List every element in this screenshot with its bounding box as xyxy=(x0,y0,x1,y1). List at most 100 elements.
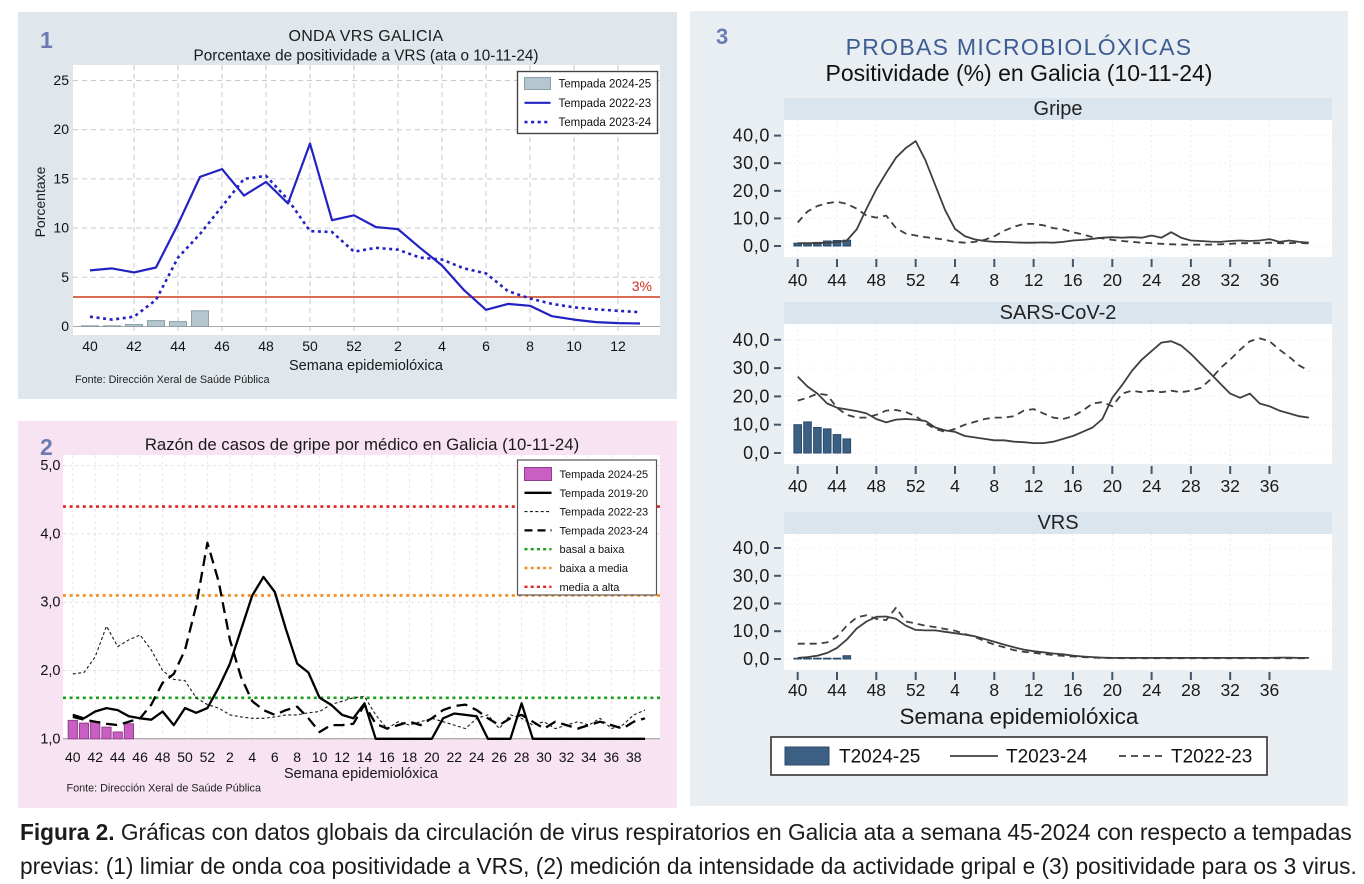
svg-text:40,0: 40,0 xyxy=(733,126,770,146)
svg-text:14: 14 xyxy=(357,749,373,765)
svg-text:10,0: 10,0 xyxy=(733,208,770,228)
svg-text:40: 40 xyxy=(788,270,808,290)
svg-text:Tempada 2024-25: Tempada 2024-25 xyxy=(560,469,649,481)
svg-text:40: 40 xyxy=(788,476,808,496)
svg-text:24: 24 xyxy=(469,749,485,765)
svg-text:40: 40 xyxy=(65,749,81,765)
svg-text:28: 28 xyxy=(1181,680,1200,700)
svg-text:Tempada 2024-25: Tempada 2024-25 xyxy=(559,79,652,91)
svg-text:18: 18 xyxy=(402,749,418,765)
svg-text:10,0: 10,0 xyxy=(733,621,770,641)
svg-text:36: 36 xyxy=(1260,270,1279,290)
svg-text:16: 16 xyxy=(1063,680,1082,700)
svg-text:32: 32 xyxy=(1220,476,1239,496)
svg-text:20,0: 20,0 xyxy=(733,594,770,614)
svg-text:16: 16 xyxy=(379,749,395,765)
svg-text:20: 20 xyxy=(53,121,69,137)
svg-text:10: 10 xyxy=(566,338,582,354)
svg-text:48: 48 xyxy=(867,476,886,496)
svg-text:52: 52 xyxy=(906,680,925,700)
svg-text:48: 48 xyxy=(867,270,886,290)
svg-text:10,0: 10,0 xyxy=(733,415,770,435)
svg-text:46: 46 xyxy=(214,338,230,354)
svg-text:12: 12 xyxy=(610,338,626,354)
svg-text:44: 44 xyxy=(110,749,126,765)
svg-text:48: 48 xyxy=(258,338,274,354)
svg-text:8: 8 xyxy=(526,338,534,354)
svg-text:1,0: 1,0 xyxy=(40,731,60,747)
svg-text:2: 2 xyxy=(226,749,234,765)
svg-text:Semana epidemiolóxica: Semana epidemiolóxica xyxy=(900,704,1139,729)
svg-text:0,0: 0,0 xyxy=(743,236,770,256)
svg-text:6: 6 xyxy=(271,749,279,765)
svg-text:25: 25 xyxy=(53,72,69,88)
svg-text:2: 2 xyxy=(394,338,402,354)
svg-text:50: 50 xyxy=(177,749,193,765)
svg-text:24: 24 xyxy=(1142,476,1162,496)
svg-text:30,0: 30,0 xyxy=(733,358,770,378)
svg-text:4: 4 xyxy=(438,338,446,354)
svg-text:52: 52 xyxy=(346,338,362,354)
svg-text:44: 44 xyxy=(827,476,847,496)
svg-text:52: 52 xyxy=(200,749,216,765)
svg-text:0,0: 0,0 xyxy=(743,443,770,463)
svg-text:10: 10 xyxy=(312,749,328,765)
svg-text:48: 48 xyxy=(155,749,171,765)
svg-text:16: 16 xyxy=(1063,476,1082,496)
svg-text:4,0: 4,0 xyxy=(40,526,60,542)
svg-text:1: 1 xyxy=(40,27,53,53)
svg-text:32: 32 xyxy=(1220,680,1239,700)
svg-text:0,0: 0,0 xyxy=(743,649,770,669)
svg-text:44: 44 xyxy=(827,270,847,290)
svg-text:2: 2 xyxy=(40,434,53,460)
svg-text:8: 8 xyxy=(293,749,301,765)
svg-text:12: 12 xyxy=(1024,476,1043,496)
svg-text:24: 24 xyxy=(1142,680,1162,700)
svg-text:44: 44 xyxy=(827,680,847,700)
svg-text:48: 48 xyxy=(867,680,886,700)
svg-text:3%: 3% xyxy=(632,278,652,294)
svg-text:3,0: 3,0 xyxy=(40,595,60,611)
svg-text:15: 15 xyxy=(53,170,69,186)
svg-text:44: 44 xyxy=(170,338,186,354)
svg-text:Tempada 2023-24: Tempada 2023-24 xyxy=(559,117,652,129)
svg-text:50: 50 xyxy=(302,338,318,354)
svg-text:28: 28 xyxy=(1181,476,1200,496)
svg-text:16: 16 xyxy=(1063,270,1082,290)
svg-text:T2023-24: T2023-24 xyxy=(1006,747,1088,768)
svg-text:30,0: 30,0 xyxy=(733,566,770,586)
svg-text:20: 20 xyxy=(1103,476,1123,496)
svg-text:52: 52 xyxy=(906,476,925,496)
svg-text:Razón de casos de gripe por mé: Razón de casos de gripe por médico en Ga… xyxy=(145,435,579,454)
svg-text:8: 8 xyxy=(989,680,999,700)
svg-text:36: 36 xyxy=(1260,680,1279,700)
svg-text:4: 4 xyxy=(248,749,256,765)
svg-text:22: 22 xyxy=(447,749,463,765)
svg-text:T2022-23: T2022-23 xyxy=(1171,747,1252,768)
svg-text:42: 42 xyxy=(87,749,103,765)
svg-text:34: 34 xyxy=(581,749,597,765)
svg-text:Tempada 2022-23: Tempada 2022-23 xyxy=(560,507,649,519)
svg-text:36: 36 xyxy=(1260,476,1279,496)
svg-text:8: 8 xyxy=(989,270,999,290)
svg-text:30,0: 30,0 xyxy=(733,153,770,173)
svg-text:Fonte: Dirección Xeral de Saúd: Fonte: Dirección Xeral de Saúde Pública xyxy=(67,783,261,795)
svg-text:Tempada 2022-23: Tempada 2022-23 xyxy=(559,98,652,110)
svg-text:20: 20 xyxy=(1103,270,1123,290)
svg-text:T2024-25: T2024-25 xyxy=(839,747,920,768)
svg-text:40,0: 40,0 xyxy=(733,330,770,350)
svg-text:Porcentaxe: Porcentaxe xyxy=(32,166,48,237)
svg-text:12: 12 xyxy=(1024,270,1043,290)
svg-text:Gripe: Gripe xyxy=(1034,98,1083,120)
svg-text:28: 28 xyxy=(514,749,530,765)
svg-text:20: 20 xyxy=(424,749,440,765)
svg-text:Fonte: Dirección Xeral de Saúd: Fonte: Dirección Xeral de Saúde Pública xyxy=(75,374,269,386)
svg-text:26: 26 xyxy=(491,749,507,765)
svg-text:4: 4 xyxy=(950,476,960,496)
svg-text:40,0: 40,0 xyxy=(733,538,770,558)
svg-text:3: 3 xyxy=(716,24,728,49)
svg-text:baixa a media: baixa a media xyxy=(560,563,629,575)
svg-text:8: 8 xyxy=(989,476,999,496)
svg-text:Porcentaxe de positividade a V: Porcentaxe de positividade a VRS (ata o … xyxy=(194,48,539,65)
svg-text:30: 30 xyxy=(536,749,552,765)
